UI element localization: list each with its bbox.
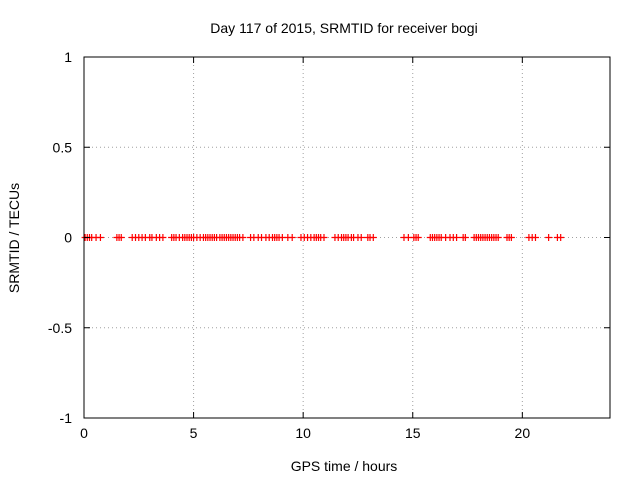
- data-point: [320, 234, 328, 241]
- data-point: [494, 234, 502, 241]
- data-point: [557, 234, 565, 241]
- y-tick-label: -1: [60, 410, 73, 426]
- data-point: [357, 234, 365, 241]
- y-tick-label: 0: [64, 230, 72, 246]
- data-point: [545, 234, 553, 241]
- data-point: [159, 234, 167, 241]
- data-point: [288, 234, 296, 241]
- x-tick-label: 20: [515, 425, 531, 441]
- data-points: [81, 234, 565, 241]
- data-point: [531, 234, 539, 241]
- y-tick-label: 0.5: [53, 139, 73, 155]
- data-point: [117, 234, 125, 241]
- data-point: [507, 234, 515, 241]
- x-tick-label: 15: [405, 425, 421, 441]
- x-axis-label: GPS time / hours: [291, 458, 398, 474]
- x-tick-label: 5: [190, 425, 198, 441]
- y-axis-label: SRMTID / TECUs: [6, 183, 22, 293]
- y-tick-label: -0.5: [48, 320, 72, 336]
- data-point: [239, 234, 247, 241]
- y-tick-label: 1: [64, 49, 72, 65]
- data-point: [414, 234, 422, 241]
- data-point: [461, 234, 469, 241]
- data-point: [96, 234, 104, 241]
- data-point: [453, 234, 461, 241]
- chart-title: Day 117 of 2015, SRMTID for receiver bog…: [210, 20, 477, 36]
- axis-ticks: 0 5 10 15 20 -1 -0.5 0 0.5 1: [48, 49, 610, 441]
- x-tick-label: 0: [80, 425, 88, 441]
- data-point: [369, 234, 377, 241]
- x-tick-label: 10: [295, 425, 311, 441]
